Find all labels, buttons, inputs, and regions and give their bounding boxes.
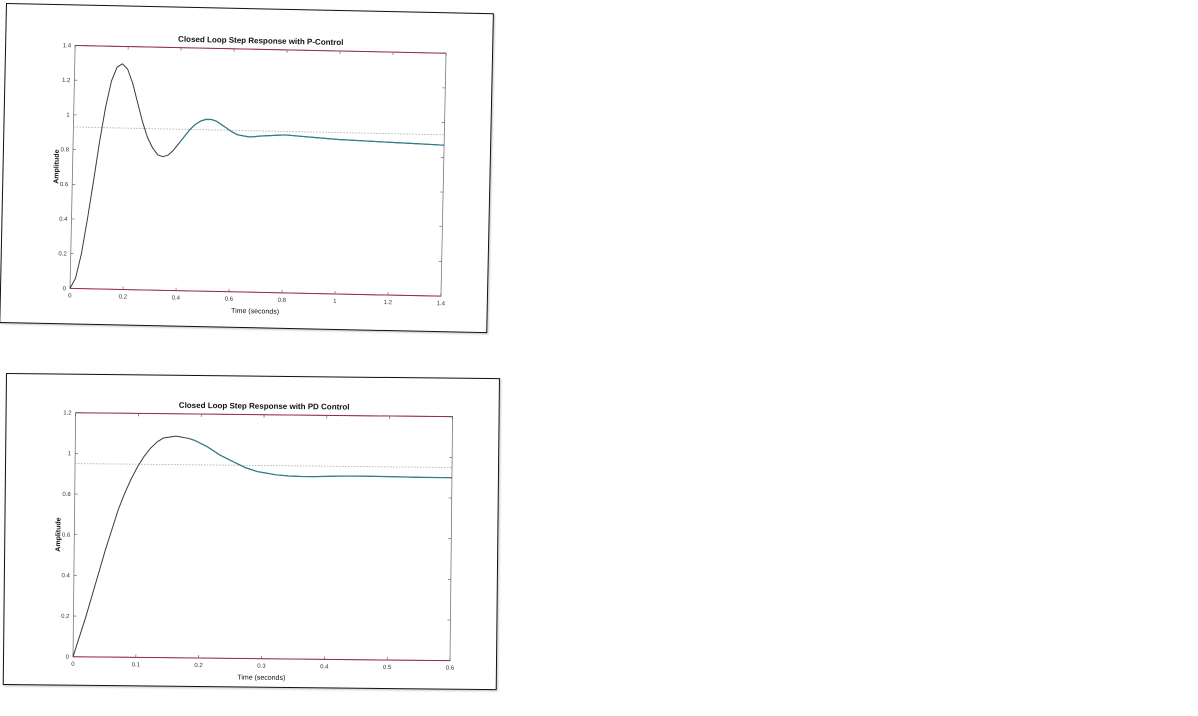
y-tick-label: 0.6 — [62, 533, 71, 539]
x-tick-label: 0 — [71, 662, 75, 668]
final-value-line — [75, 463, 453, 468]
x-tick-label: 1.4 — [437, 301, 446, 307]
y-axis-label: Amplitude — [55, 517, 62, 551]
x-tick-label: 0.4 — [320, 664, 329, 670]
x-tick-label: 0.5 — [383, 665, 392, 671]
x-tick-label: 0.1 — [132, 662, 141, 668]
y-tick-label: 0 — [66, 655, 70, 661]
y-tick-label: 0.8 — [62, 492, 71, 498]
x-tick-label: 1.2 — [384, 300, 393, 306]
x-tick-label: 0.8 — [278, 298, 287, 304]
y-axis-label: Amplitude — [53, 149, 61, 183]
y-tick-label: 0.8 — [61, 147, 70, 153]
step-response-line — [72, 435, 452, 657]
chart-figure-p-control: Closed Loop Step Response with P-Control… — [0, 3, 494, 334]
y-tick-label: 0.6 — [60, 182, 69, 188]
y-tick-label: 0 — [63, 286, 67, 292]
y-tick-label: 0.2 — [61, 614, 70, 620]
y-tick-label: 0.4 — [61, 573, 70, 579]
x-tick-label: 0.6 — [446, 666, 455, 672]
plot-area — [72, 412, 453, 662]
chart-svg-pd-control: Closed Loop Step Response with PD Contro… — [55, 401, 455, 682]
x-tick-label: 0.3 — [257, 664, 266, 670]
chart-title: Closed Loop Step Response with PD Contro… — [179, 401, 350, 412]
chart-svg-p-control: Closed Loop Step Response with P-Control… — [53, 35, 447, 316]
y-tick-label: 1.4 — [63, 43, 72, 49]
x-tick-label: 0 — [68, 293, 72, 299]
plot-area — [69, 45, 447, 297]
x-axis-label: Time (seconds) — [237, 674, 285, 682]
x-tick-label: 0.2 — [119, 294, 128, 300]
chart-title: Closed Loop Step Response with P-Control — [178, 35, 343, 47]
x-tick-label: 0.2 — [194, 663, 203, 669]
step-response-tail-line — [178, 118, 445, 146]
final-value-line — [73, 126, 445, 136]
y-tick-label: 1 — [68, 451, 72, 457]
y-tick-label: 1.2 — [62, 78, 71, 84]
step-response-tail-line — [188, 437, 452, 479]
chart-figure-pd-control: Closed Loop Step Response with PD Contro… — [2, 373, 500, 691]
x-axis-label: Time (seconds) — [231, 308, 279, 316]
top-axis-line — [75, 44, 447, 54]
y-tick-label: 1.2 — [63, 411, 72, 417]
x-axis-line — [70, 287, 441, 297]
y-tick-label: 0.4 — [59, 217, 68, 223]
y-tick-label: 0.2 — [58, 251, 67, 257]
y-tick-label: 1 — [66, 113, 70, 119]
x-tick-label: 0.4 — [172, 296, 181, 302]
x-tick-label: 0.6 — [225, 297, 234, 303]
x-tick-label: 1 — [333, 299, 337, 305]
step-response-line — [69, 63, 445, 289]
